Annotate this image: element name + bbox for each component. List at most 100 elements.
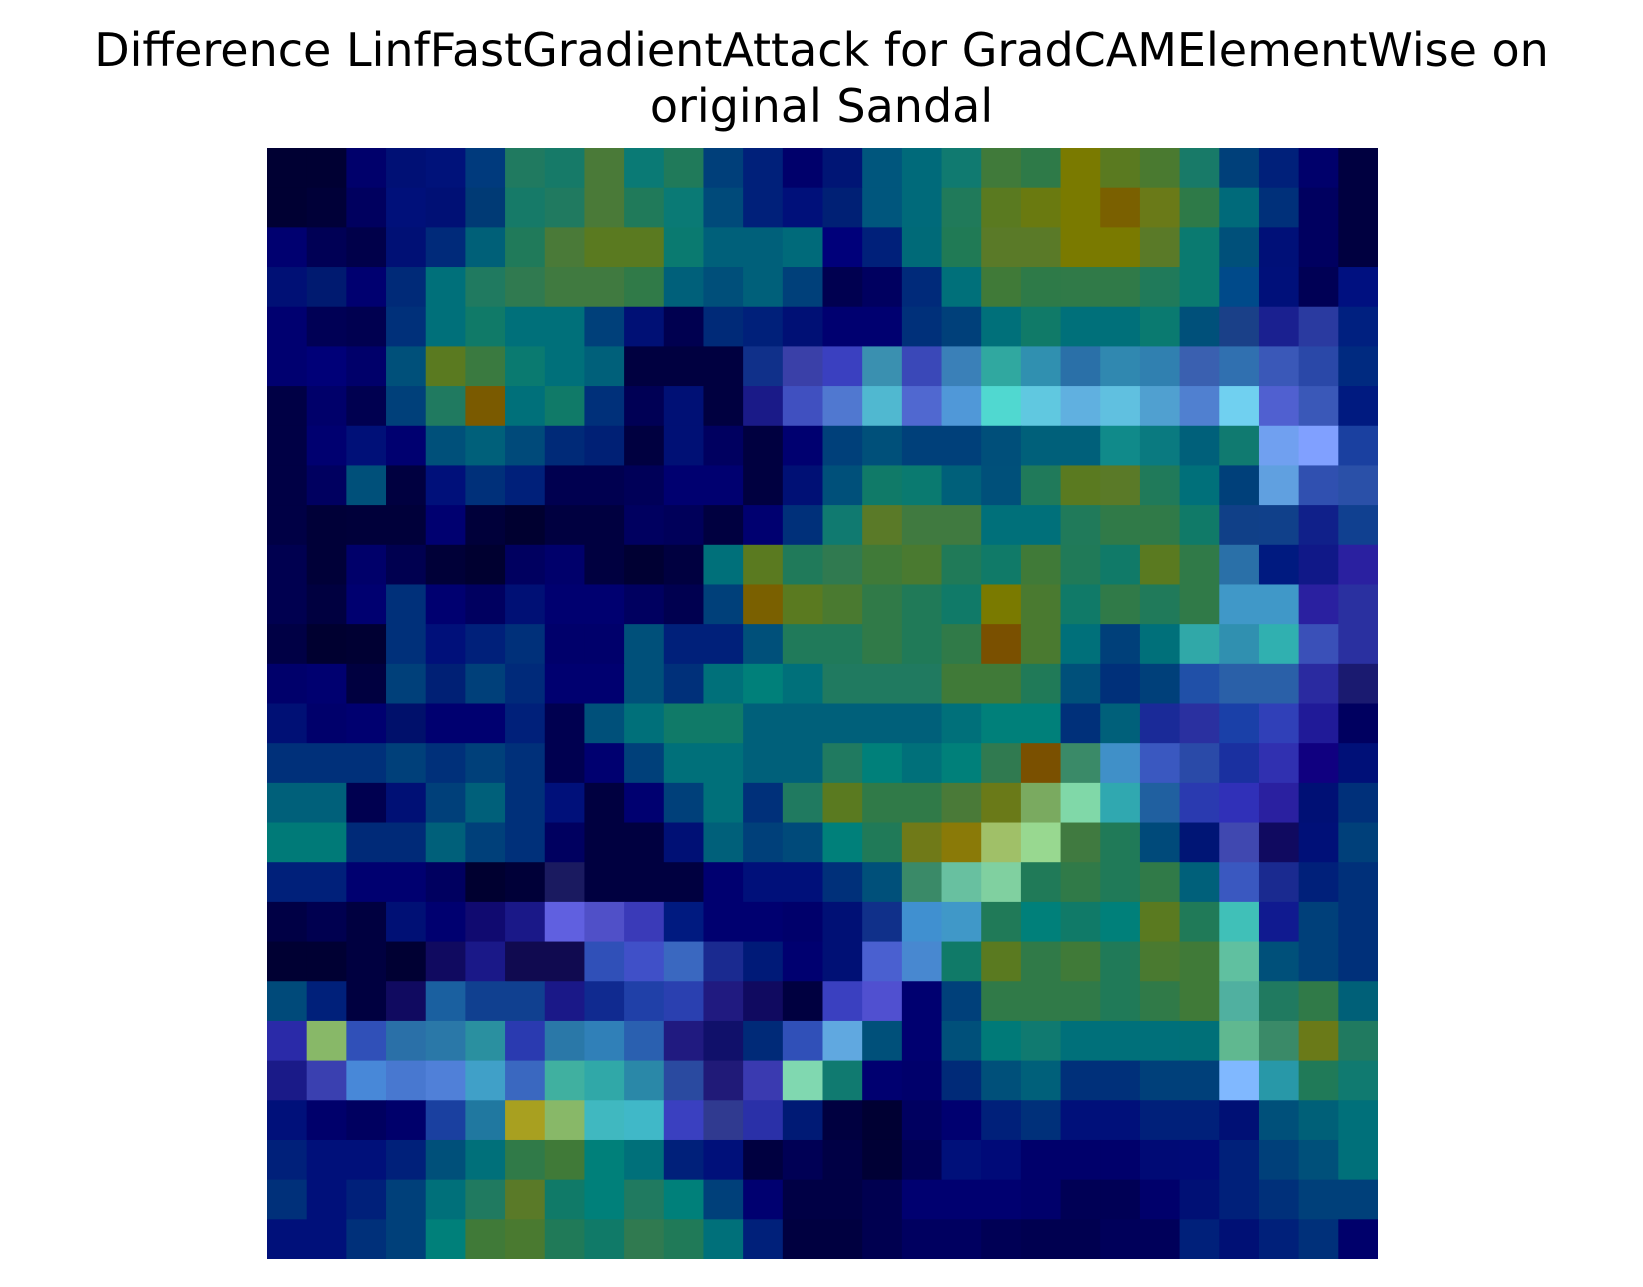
heatmap-cell xyxy=(981,822,1022,863)
heatmap-cell xyxy=(901,941,943,982)
heatmap-cell xyxy=(703,1060,744,1101)
heatmap-cell xyxy=(386,505,427,546)
heatmap-cell xyxy=(1258,981,1300,1022)
heatmap xyxy=(267,148,1378,1259)
heatmap-cell xyxy=(743,1219,784,1259)
heatmap-cell xyxy=(1179,346,1220,387)
heatmap-cell xyxy=(981,187,1022,228)
heatmap-cell xyxy=(1258,148,1300,189)
heatmap-cell xyxy=(1258,306,1300,347)
heatmap-cell xyxy=(584,862,625,903)
heatmap-cell xyxy=(981,1179,1022,1220)
heatmap-cell xyxy=(425,346,466,387)
heatmap-cell xyxy=(1338,1020,1378,1062)
heatmap-cell xyxy=(981,306,1022,347)
heatmap-cell xyxy=(1258,584,1300,625)
heatmap-cell xyxy=(981,267,1022,308)
heatmap-cell xyxy=(1219,505,1260,546)
heatmap-cell xyxy=(743,227,784,268)
heatmap-cell xyxy=(703,1139,744,1181)
heatmap-cell xyxy=(1338,306,1378,347)
heatmap-cell xyxy=(782,663,824,705)
heatmap-cell xyxy=(544,1139,586,1181)
heatmap-cell xyxy=(941,465,982,506)
heatmap-cell xyxy=(862,227,903,268)
heatmap-cell xyxy=(1100,1179,1141,1220)
heatmap-cell xyxy=(981,1139,1022,1181)
heatmap-cell xyxy=(505,1139,546,1181)
heatmap-cell xyxy=(624,544,665,586)
heatmap-cell xyxy=(901,425,943,467)
heatmap-cell xyxy=(782,584,824,625)
heatmap-cell xyxy=(901,1179,943,1220)
heatmap-cell xyxy=(1179,227,1220,268)
heatmap-cell xyxy=(505,822,546,863)
heatmap-cell xyxy=(1020,624,1062,665)
heatmap-cell xyxy=(703,346,744,387)
heatmap-cell xyxy=(386,782,427,824)
heatmap-cell xyxy=(306,1139,347,1181)
heatmap-cell xyxy=(663,465,705,506)
heatmap-cell xyxy=(267,1060,308,1101)
heatmap-cell xyxy=(386,386,427,427)
heatmap-cell xyxy=(862,187,903,228)
heatmap-cell xyxy=(743,901,784,943)
heatmap-cell xyxy=(584,505,625,546)
heatmap-cell xyxy=(1060,822,1101,863)
heatmap-cell xyxy=(425,544,466,586)
heatmap-cell xyxy=(663,782,705,824)
heatmap-cell xyxy=(1219,663,1260,705)
heatmap-cell xyxy=(1060,782,1101,824)
heatmap-cell xyxy=(1179,306,1220,347)
heatmap-cell xyxy=(743,1060,784,1101)
heatmap-cell xyxy=(822,703,863,744)
heatmap-cell xyxy=(981,1100,1022,1141)
heatmap-cell xyxy=(544,386,586,427)
heatmap-cell xyxy=(862,1219,903,1259)
heatmap-cell xyxy=(663,663,705,705)
heatmap-cell xyxy=(901,1100,943,1141)
heatmap-cell xyxy=(346,544,387,586)
heatmap-cell xyxy=(663,1100,705,1141)
heatmap-cell xyxy=(981,782,1022,824)
heatmap-cell xyxy=(386,663,427,705)
heatmap-cell xyxy=(386,1060,427,1101)
heatmap-cell xyxy=(941,782,982,824)
heatmap-cell xyxy=(425,822,466,863)
heatmap-cell xyxy=(386,822,427,863)
heatmap-cell xyxy=(425,782,466,824)
heatmap-cell xyxy=(782,1060,824,1101)
heatmap-cell xyxy=(1100,584,1141,625)
heatmap-cell xyxy=(1298,901,1339,943)
heatmap-cell xyxy=(1338,187,1378,228)
heatmap-cell xyxy=(862,1020,903,1062)
heatmap-cell xyxy=(1338,346,1378,387)
heatmap-cell xyxy=(663,624,705,665)
heatmap-cell xyxy=(386,981,427,1022)
heatmap-cell xyxy=(1258,227,1300,268)
heatmap-cell xyxy=(386,862,427,903)
heatmap-cell xyxy=(663,346,705,387)
heatmap-cell xyxy=(306,941,347,982)
heatmap-cell xyxy=(1258,465,1300,506)
heatmap-cell xyxy=(1219,306,1260,347)
heatmap-cell xyxy=(1298,862,1339,903)
heatmap-cell xyxy=(1060,584,1101,625)
heatmap-cell xyxy=(663,544,705,586)
heatmap-cell xyxy=(1258,703,1300,744)
heatmap-cell xyxy=(782,1139,824,1181)
heatmap-cell xyxy=(267,346,308,387)
heatmap-cell xyxy=(425,187,466,228)
heatmap-cell xyxy=(584,465,625,506)
heatmap-cell xyxy=(505,1020,546,1062)
heatmap-cell xyxy=(901,782,943,824)
heatmap-cell xyxy=(544,267,586,308)
heatmap-cell xyxy=(1338,386,1378,427)
heatmap-cell xyxy=(584,148,625,189)
heatmap-cell xyxy=(306,306,347,347)
heatmap-cell xyxy=(663,1179,705,1220)
heatmap-cell xyxy=(1258,901,1300,943)
heatmap-cell xyxy=(425,386,466,427)
heatmap-cell xyxy=(465,703,506,744)
heatmap-cell xyxy=(1258,505,1300,546)
